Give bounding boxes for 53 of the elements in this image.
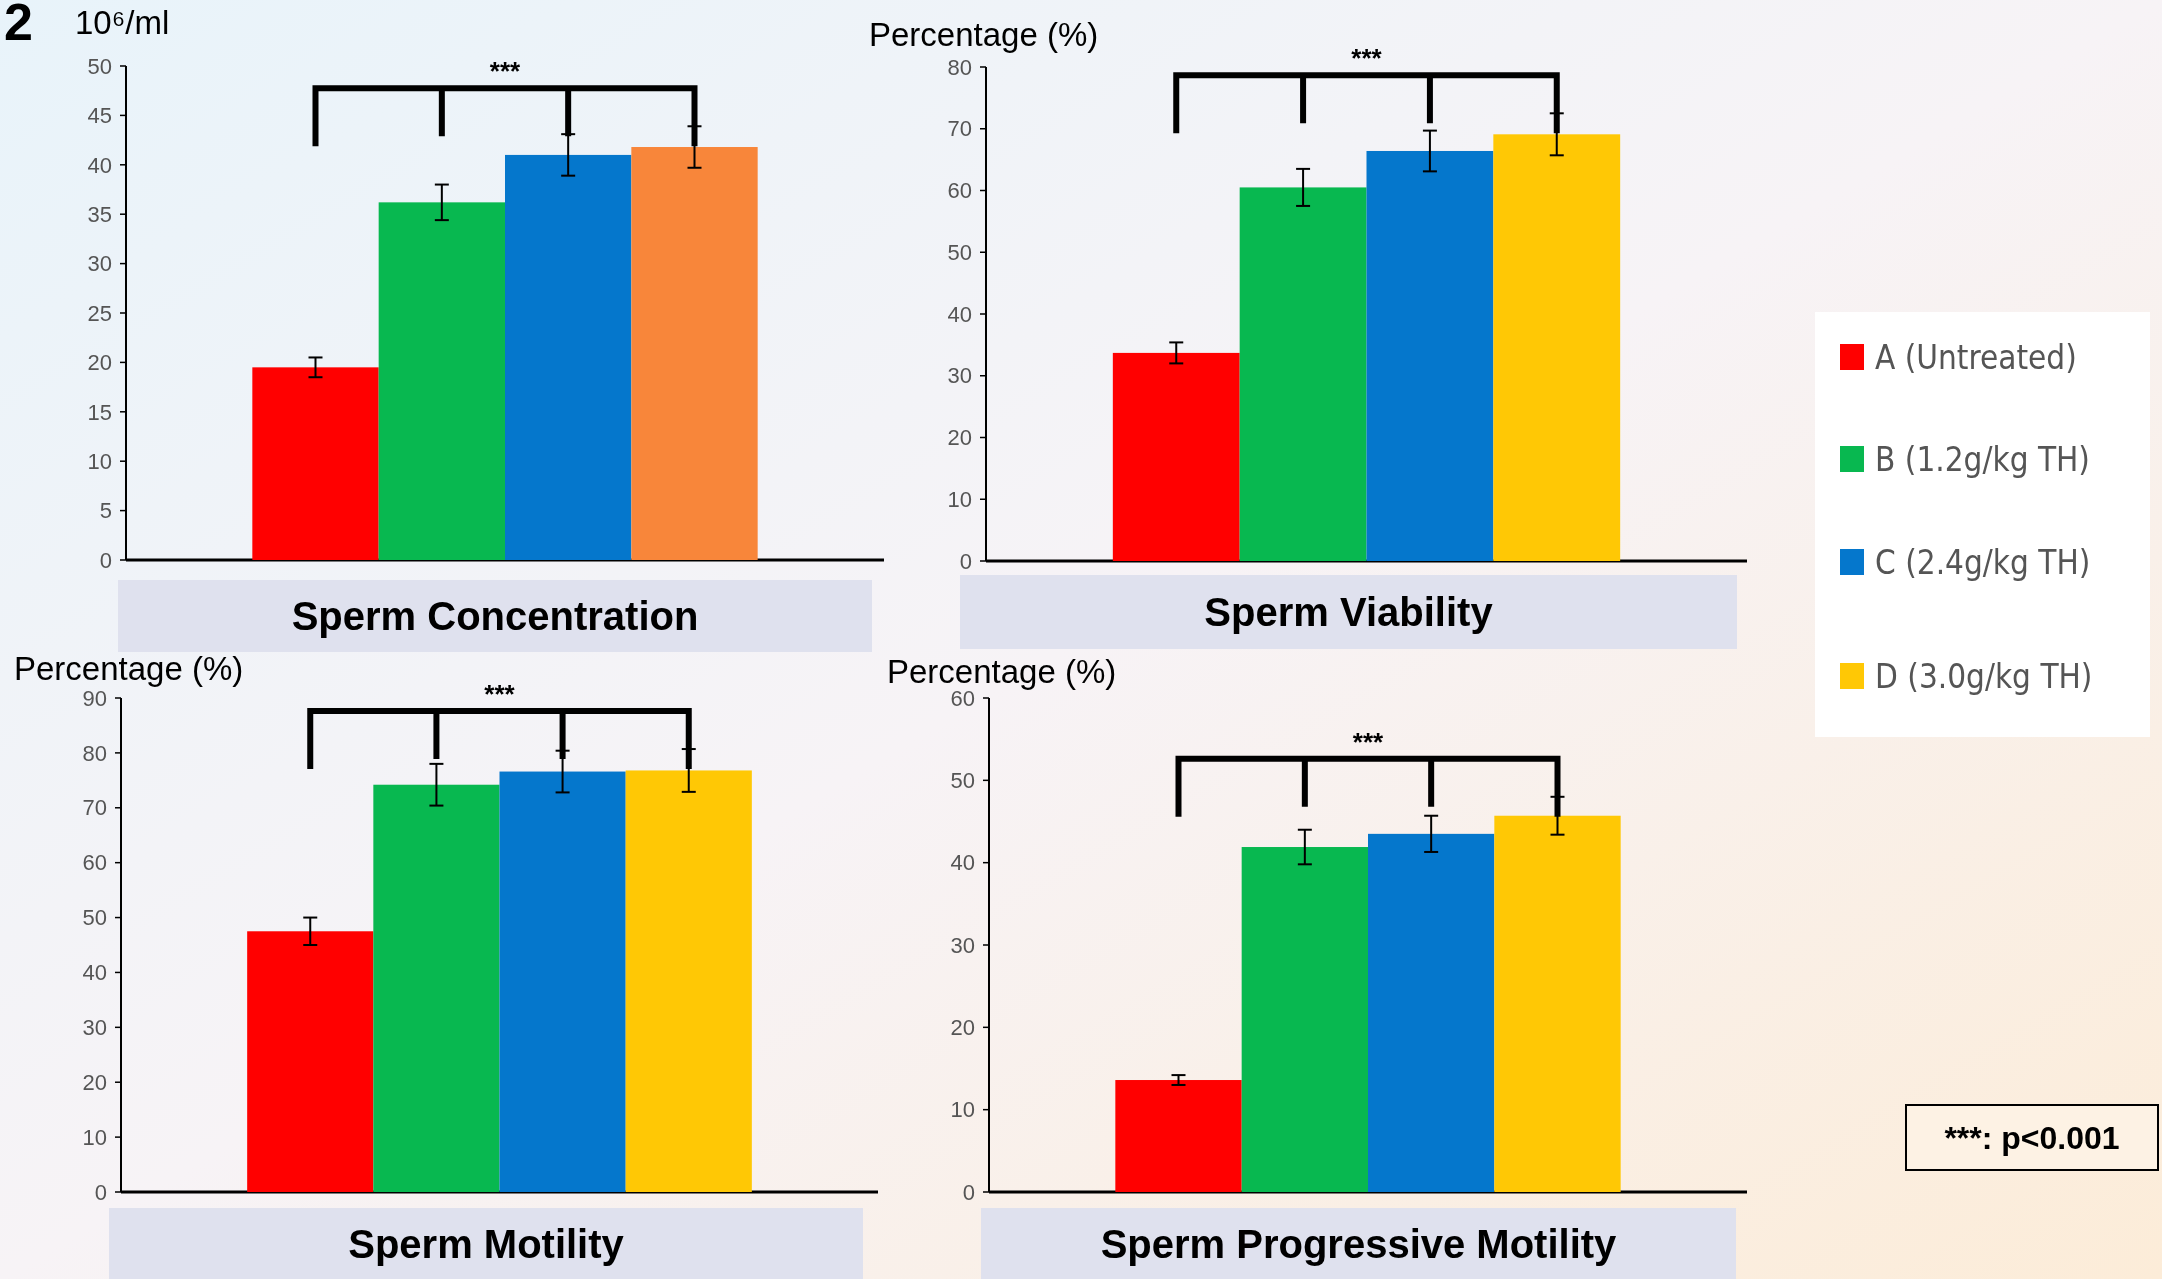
- y-tick-label: 10: [82, 1124, 107, 1150]
- y-axis-title: Percentage (%): [869, 15, 1099, 53]
- text: Sperm Concentration: [291, 594, 699, 638]
- annotation: ***: [489, 56, 522, 87]
- y-tick-label: 60: [82, 850, 107, 876]
- y-tick-label: 40: [950, 850, 975, 876]
- annotation: ***: [484, 679, 516, 710]
- y-tick-label: 40: [82, 960, 107, 986]
- y-tick-label: 70: [947, 116, 972, 142]
- y-tick-label: 30: [87, 251, 112, 277]
- y-tick-label: 40: [87, 152, 112, 178]
- y-tick-label: 10: [87, 448, 112, 474]
- y-tick-label: 0: [959, 548, 972, 574]
- legend-label: D (3.0g/kg TH): [1875, 657, 2093, 696]
- y-tick-label: 5: [99, 498, 112, 524]
- legend-label: B (1.2g/kg TH): [1875, 440, 2090, 479]
- annotation: ***: [1351, 43, 1383, 74]
- y-tick-label: 10: [947, 486, 972, 512]
- y-tick-label: 20: [87, 350, 112, 376]
- y-tick-label: 30: [82, 1015, 107, 1041]
- y-axis-title: 10⁶/ml: [75, 3, 170, 41]
- text: 2: [4, 0, 33, 51]
- y-tick-label: 45: [87, 103, 112, 129]
- y-tick-label: 40: [947, 301, 972, 327]
- y-tick-label: 80: [82, 740, 107, 766]
- y-tick-label: 50: [82, 905, 107, 931]
- y-tick-label: 20: [950, 1015, 975, 1041]
- y-tick-label: 25: [87, 300, 112, 326]
- y-tick-label: 10: [950, 1097, 975, 1123]
- annotation: ***: [1352, 726, 1385, 757]
- y-tick-label: 20: [82, 1069, 107, 1095]
- y-tick-label: 0: [962, 1179, 975, 1205]
- legend-label: A (Untreated): [1875, 338, 2077, 377]
- y-tick-label: 35: [87, 201, 112, 227]
- y-tick-label: 50: [950, 768, 975, 794]
- text: Sperm Viability: [1204, 590, 1494, 634]
- y-tick-label: 50: [947, 239, 972, 265]
- y-tick-label: 0: [99, 547, 112, 573]
- y-tick-label: 60: [947, 178, 972, 204]
- y-tick-label: 30: [950, 932, 975, 958]
- y-axis-title: Percentage (%): [14, 649, 244, 687]
- y-tick-label: 30: [947, 363, 972, 389]
- y-tick-label: 0: [94, 1179, 107, 1205]
- y-tick-label: 20: [947, 425, 972, 451]
- legend-label: C (2.4g/kg TH): [1875, 543, 2091, 582]
- y-tick-label: 15: [87, 399, 112, 425]
- text: Sperm Motility: [348, 1221, 625, 1266]
- y-tick-label: 80: [947, 54, 972, 80]
- y-tick-label: 90: [82, 685, 107, 711]
- y-tick-label: 70: [82, 795, 107, 821]
- y-tick-label: 50: [87, 53, 112, 79]
- text: Sperm Progressive Motility: [1100, 1221, 1618, 1266]
- text: ***: p<0.001: [1944, 1120, 2120, 1157]
